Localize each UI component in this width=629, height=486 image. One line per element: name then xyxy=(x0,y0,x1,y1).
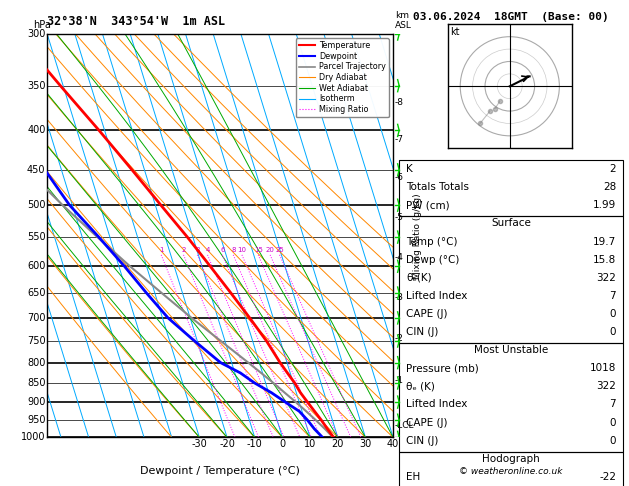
Text: Most Unstable: Most Unstable xyxy=(474,345,548,355)
Text: 8: 8 xyxy=(231,247,235,253)
Text: Surface: Surface xyxy=(491,219,531,228)
Text: -4: -4 xyxy=(395,253,404,261)
Text: 3: 3 xyxy=(195,247,199,253)
Text: CIN (J): CIN (J) xyxy=(406,435,438,446)
Text: 950: 950 xyxy=(27,415,45,425)
Text: 850: 850 xyxy=(27,378,45,388)
Text: CAPE (J): CAPE (J) xyxy=(406,309,448,319)
Text: -LCL: -LCL xyxy=(395,421,415,430)
Text: 550: 550 xyxy=(27,232,45,242)
Text: -2: -2 xyxy=(395,334,404,343)
Text: 500: 500 xyxy=(27,200,45,210)
Text: 32°38'N  343°54'W  1m ASL: 32°38'N 343°54'W 1m ASL xyxy=(47,15,225,28)
Text: -5: -5 xyxy=(395,213,404,222)
Text: 1000: 1000 xyxy=(21,433,45,442)
Text: Pressure (mb): Pressure (mb) xyxy=(406,363,479,373)
Text: 40: 40 xyxy=(387,439,399,450)
Text: 6: 6 xyxy=(220,247,225,253)
Text: 1018: 1018 xyxy=(589,363,616,373)
Text: 03.06.2024  18GMT  (Base: 00): 03.06.2024 18GMT (Base: 00) xyxy=(413,12,609,22)
Text: Lifted Index: Lifted Index xyxy=(406,291,467,301)
Text: -1: -1 xyxy=(395,376,404,385)
Text: 1: 1 xyxy=(159,247,164,253)
Text: 0: 0 xyxy=(610,435,616,446)
Text: 7: 7 xyxy=(610,399,616,410)
Text: 20: 20 xyxy=(331,439,344,450)
Text: 25: 25 xyxy=(275,247,284,253)
Text: CAPE (J): CAPE (J) xyxy=(406,417,448,428)
Text: 300: 300 xyxy=(27,29,45,39)
Text: 10: 10 xyxy=(304,439,316,450)
Text: 0: 0 xyxy=(279,439,286,450)
Text: -22: -22 xyxy=(599,472,616,482)
Text: 2: 2 xyxy=(610,164,616,174)
Text: 800: 800 xyxy=(27,358,45,367)
Text: -30: -30 xyxy=(191,439,208,450)
Text: kt: kt xyxy=(450,27,460,37)
Text: 10: 10 xyxy=(237,247,247,253)
Text: 400: 400 xyxy=(27,125,45,136)
Text: Dewpoint / Temperature (°C): Dewpoint / Temperature (°C) xyxy=(140,466,300,476)
Text: Mixing Ratio (g/kg): Mixing Ratio (g/kg) xyxy=(413,193,422,278)
Text: PW (cm): PW (cm) xyxy=(406,200,450,210)
Text: 700: 700 xyxy=(27,313,45,323)
Text: 900: 900 xyxy=(27,397,45,407)
Text: -3: -3 xyxy=(395,293,404,302)
Text: 15: 15 xyxy=(253,247,263,253)
Text: 28: 28 xyxy=(603,182,616,192)
Text: CIN (J): CIN (J) xyxy=(406,327,438,337)
Text: 7: 7 xyxy=(610,291,616,301)
Text: 0: 0 xyxy=(610,417,616,428)
Text: km
ASL: km ASL xyxy=(395,11,412,30)
Text: 650: 650 xyxy=(27,288,45,298)
Text: 20: 20 xyxy=(265,247,274,253)
Text: 0: 0 xyxy=(610,309,616,319)
Text: K: K xyxy=(406,164,413,174)
Text: 750: 750 xyxy=(27,336,45,346)
Text: hPa: hPa xyxy=(33,20,50,30)
Text: 322: 322 xyxy=(596,382,616,391)
Text: -7: -7 xyxy=(395,135,404,144)
Text: θₑ (K): θₑ (K) xyxy=(406,382,435,391)
Legend: Temperature, Dewpoint, Parcel Trajectory, Dry Adiabat, Wet Adiabat, Isotherm, Mi: Temperature, Dewpoint, Parcel Trajectory… xyxy=(296,38,389,117)
Text: Lifted Index: Lifted Index xyxy=(406,399,467,410)
Text: -20: -20 xyxy=(219,439,235,450)
Text: 600: 600 xyxy=(27,261,45,271)
Text: 322: 322 xyxy=(596,273,616,283)
Text: 30: 30 xyxy=(359,439,372,450)
Text: -10: -10 xyxy=(247,439,263,450)
Text: 350: 350 xyxy=(27,81,45,91)
Text: 1.99: 1.99 xyxy=(593,200,616,210)
Text: Temp (°C): Temp (°C) xyxy=(406,237,458,246)
Text: © weatheronline.co.uk: © weatheronline.co.uk xyxy=(459,468,563,476)
Text: 0: 0 xyxy=(610,327,616,337)
Text: 19.7: 19.7 xyxy=(593,237,616,246)
Text: EH: EH xyxy=(406,472,420,482)
Text: Totals Totals: Totals Totals xyxy=(406,182,469,192)
Text: 2: 2 xyxy=(181,247,186,253)
Text: Dewp (°C): Dewp (°C) xyxy=(406,255,460,265)
Text: -8: -8 xyxy=(395,98,404,107)
Text: 15.8: 15.8 xyxy=(593,255,616,265)
Text: 450: 450 xyxy=(27,165,45,175)
Text: θₑ(K): θₑ(K) xyxy=(406,273,431,283)
Text: 4: 4 xyxy=(205,247,209,253)
Text: -6: -6 xyxy=(395,174,404,182)
Text: Hodograph: Hodograph xyxy=(482,454,540,464)
